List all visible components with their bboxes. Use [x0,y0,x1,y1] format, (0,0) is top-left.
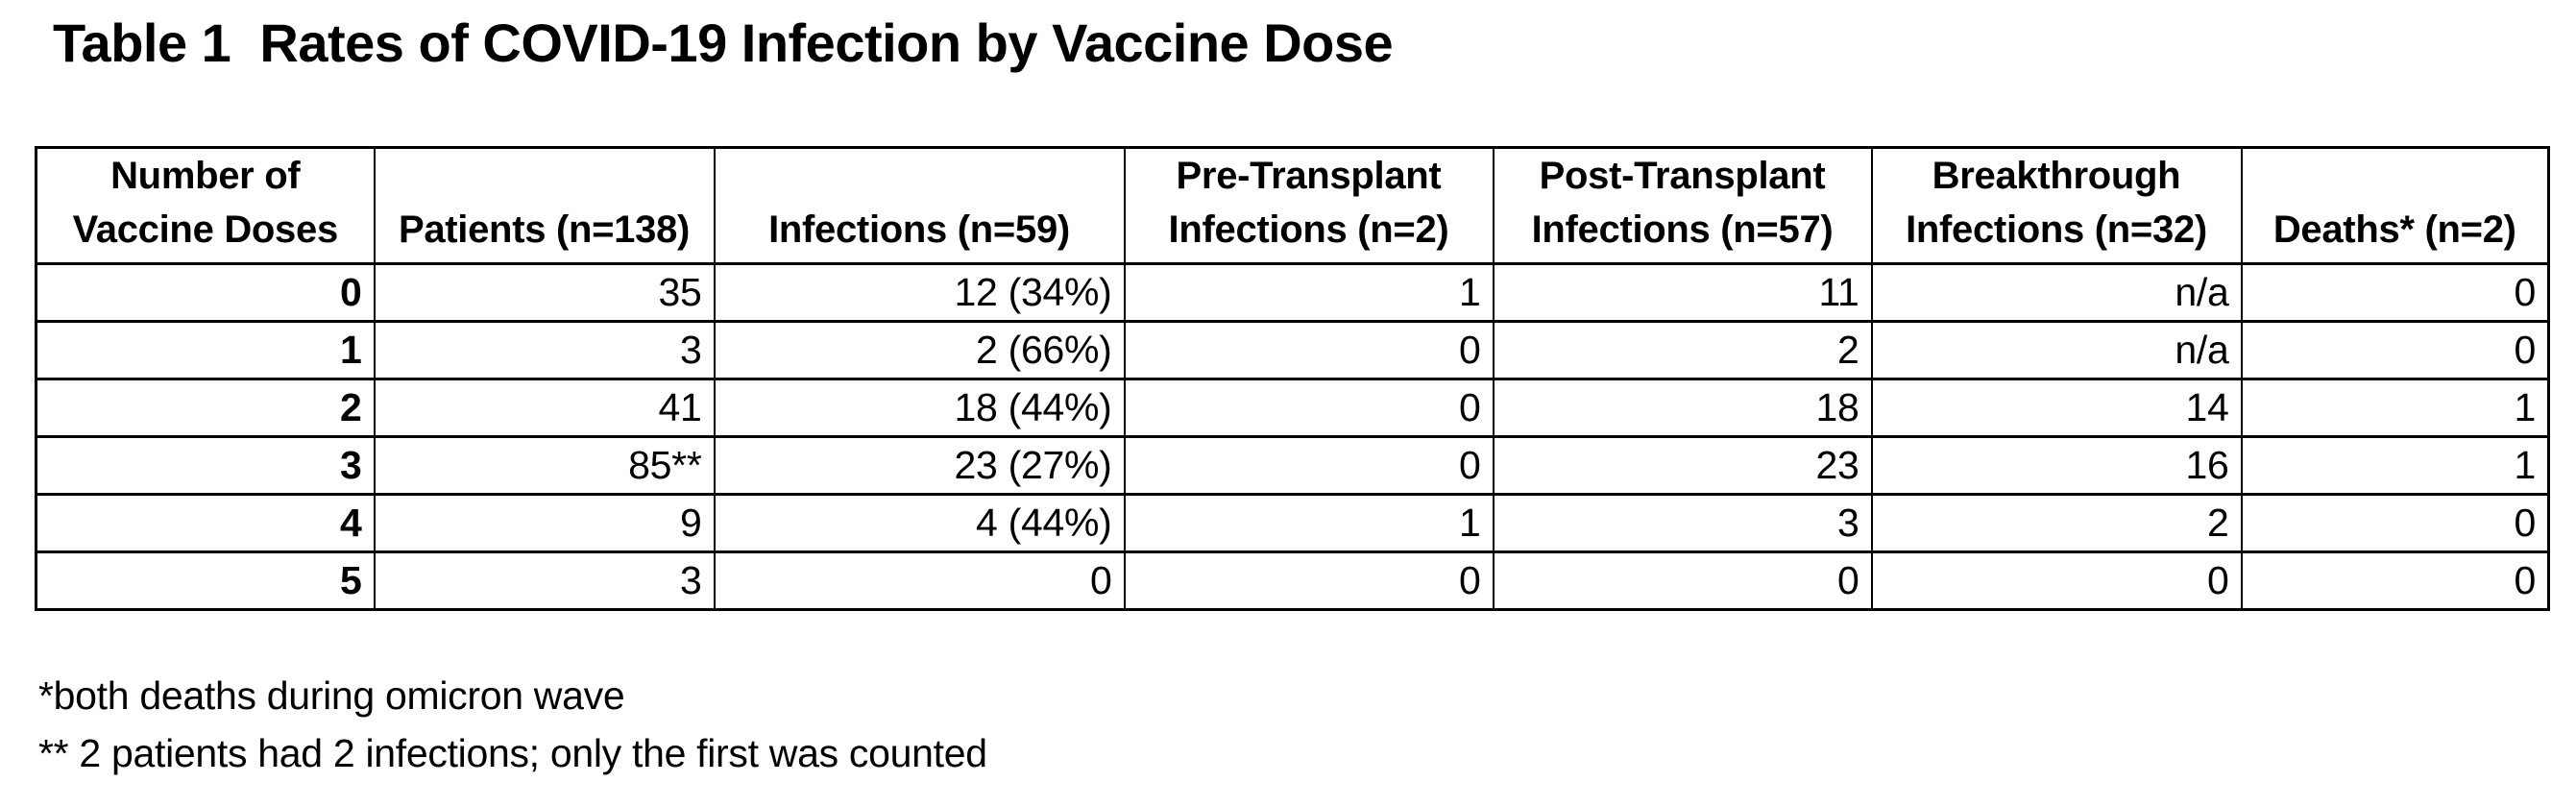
column-header-vaccine-doses: Number of Vaccine Doses [35,146,376,265]
table-row: 3 85** 23 (27%) 0 23 16 1 [35,435,2550,496]
header-row: Number of Vaccine Doses Patients (n=138)… [35,146,2550,265]
table-row: 5 3 0 0 0 0 0 [35,550,2550,611]
column-header-breakthrough: Breakthrough Infections (n=32) [1870,146,2243,265]
table-cell: 11 [1492,262,1873,323]
table-cell: 1 [1123,493,1495,553]
column-header-post-transplant: Post-Transplant Infections (n=57) [1492,146,1873,265]
table-cell: 9 [373,493,716,553]
table-cell: 0 [2240,262,2550,323]
table-cell: 3 [373,320,716,380]
table-row: 2 41 18 (44%) 0 18 14 1 [35,378,2550,438]
table-cell: 35 [373,262,716,323]
table-cell: 12 (34%) [713,262,1126,323]
table-cell: 0 [1123,320,1495,380]
table-cell: 0 [1123,550,1495,611]
table-cell: 3 [35,435,376,496]
table-cell: 0 [1123,435,1495,496]
table-cell: 18 [1492,378,1873,438]
table-cell: 3 [373,550,716,611]
table-cell: 23 (27%) [713,435,1126,496]
table-cell: 4 [35,493,376,553]
table-cell: 0 [2240,493,2550,553]
table-cell: 4 (44%) [713,493,1126,553]
table-cell: 16 [1870,435,2243,496]
table-cell: 2 [1870,493,2243,553]
table-cell: 2 [35,378,376,438]
data-table: Number of Vaccine Doses Patients (n=138)… [35,146,2550,611]
table-cell: 1 [2240,378,2550,438]
table-cell: 0 [1492,550,1873,611]
footnote: *both deaths during omicron wave [38,673,625,718]
table-cell: 5 [35,550,376,611]
table-cell: 1 [1123,262,1495,323]
column-header-pre-transplant: Pre-Transplant Infections (n=2) [1123,146,1495,265]
table-cell: 23 [1492,435,1873,496]
table-cell: 2 (66%) [713,320,1126,380]
column-header-patients: Patients (n=138) [373,146,716,265]
table-cell: 41 [373,378,716,438]
column-header-infections: Infections (n=59) [713,146,1126,265]
column-header-deaths: Deaths* (n=2) [2240,146,2550,265]
table-cell: 1 [35,320,376,380]
table-cell: n/a [1870,262,2243,323]
table-cell: 3 [1492,493,1873,553]
table-cell: n/a [1870,320,2243,380]
table-cell: 14 [1870,378,2243,438]
table-cell: 0 [713,550,1126,611]
footnote: ** 2 patients had 2 infections; only the… [38,731,987,775]
table-cell: 0 [1870,550,2243,611]
table-cell: 0 [2240,320,2550,380]
table-cell: 18 (44%) [713,378,1126,438]
table-cell: 85** [373,435,716,496]
table-row: 1 3 2 (66%) 0 2 n/a 0 [35,320,2550,380]
table-title: Table 1 Rates of COVID-19 Infection by V… [53,12,1394,73]
table-cell: 2 [1492,320,1873,380]
table-cell: 0 [35,262,376,323]
table-cell: 1 [2240,435,2550,496]
table-cell: 0 [2240,550,2550,611]
table-cell: 0 [1123,378,1495,438]
table-row: 0 35 12 (34%) 1 11 n/a 0 [35,262,2550,323]
table-row: 4 9 4 (44%) 1 3 2 0 [35,493,2550,553]
footnotes: *both deaths during omicron wave ** 2 pa… [38,667,987,782]
